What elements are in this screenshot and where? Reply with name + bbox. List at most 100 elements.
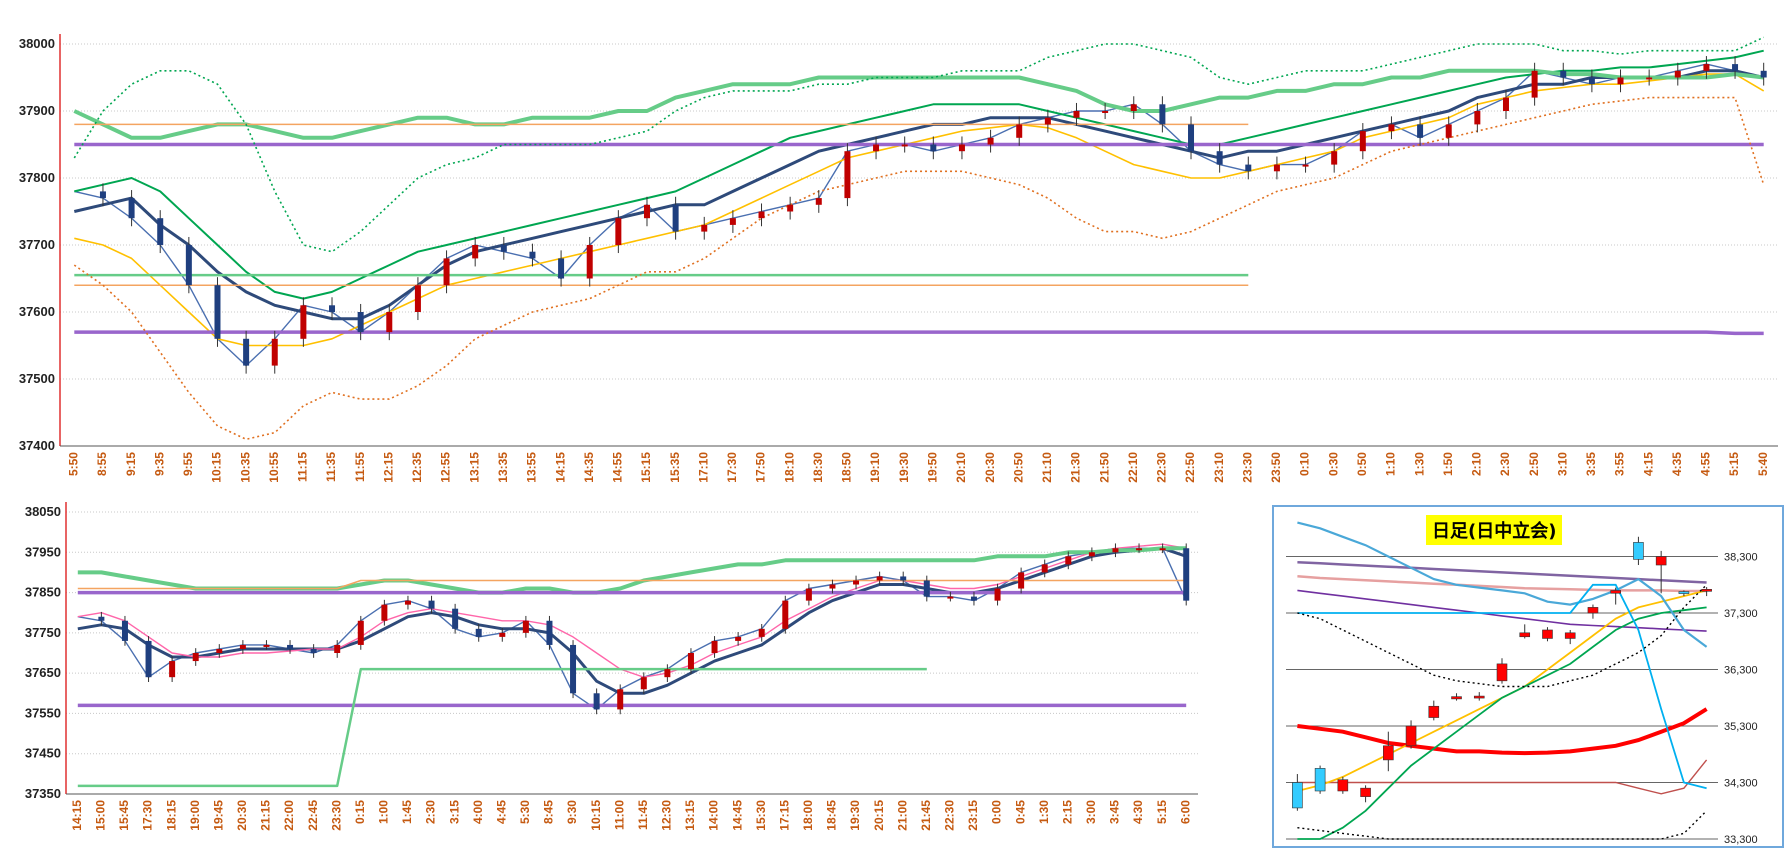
p1-candle xyxy=(958,144,965,152)
p1-x-tick-label: 21:50 xyxy=(1097,452,1111,483)
p1-candle xyxy=(329,305,336,312)
p2-x-tick-label: 4:45 xyxy=(494,800,508,824)
p2-x-tick-label: 5:15 xyxy=(1155,800,1169,824)
p1-candle xyxy=(128,198,135,219)
p1-candle xyxy=(1531,70,1538,98)
p2-candle xyxy=(1136,548,1143,551)
p1-x-tick-label: 20:30 xyxy=(983,452,997,483)
p2-x-tick-label: 1:45 xyxy=(400,800,414,824)
p3-candle xyxy=(1314,768,1326,792)
p1-candle xyxy=(1445,124,1452,138)
p2-candle xyxy=(664,669,671,678)
p1-candle xyxy=(1646,77,1653,80)
p2-x-tick-label: 20:30 xyxy=(235,800,249,831)
p2-candle xyxy=(1088,552,1095,557)
p1-candle xyxy=(1732,64,1739,71)
p1-candle xyxy=(300,305,307,339)
p1-y-tick-label: 37800 xyxy=(19,170,55,185)
p2-x-tick-label: 1:30 xyxy=(1037,800,1051,824)
p2-candle xyxy=(357,620,364,645)
p3-candle xyxy=(1451,696,1462,700)
p2-x-tick-label: 13:15 xyxy=(683,800,697,831)
p2-x-tick-label: 9:30 xyxy=(565,800,579,824)
p2-x-tick-label: 18:45 xyxy=(825,800,839,831)
p1-x-tick-label: 2:10 xyxy=(1470,452,1484,476)
p1-x-tick-label: 10:35 xyxy=(238,452,252,483)
p2-x-tick-label: 22:45 xyxy=(306,800,320,831)
p2-level-green-step xyxy=(77,667,927,788)
p2-x-tick-label: 0:45 xyxy=(1013,800,1027,824)
p1-candle xyxy=(844,151,851,199)
p1-y-tick-label: 37600 xyxy=(19,304,55,319)
p2-candle xyxy=(475,628,482,637)
p1-y-tick-label: 37500 xyxy=(19,371,55,386)
p1-candle xyxy=(1502,97,1509,111)
p1-x-tick-label: 23:50 xyxy=(1269,452,1283,483)
p2-x-tick-label: 4:00 xyxy=(471,800,485,824)
p1-candle xyxy=(386,312,393,333)
p2-y-tick-label: 37750 xyxy=(25,625,61,640)
p1-candle xyxy=(615,218,622,245)
p1-candle xyxy=(1102,111,1109,113)
p1-candle xyxy=(357,312,364,333)
p1-candle xyxy=(1617,77,1624,85)
p1-x-tick-label: 13:55 xyxy=(525,452,539,483)
p1-candle xyxy=(987,137,994,145)
p2-x-tick-label: 17:15 xyxy=(777,800,791,831)
p3-candle xyxy=(1564,632,1576,639)
p1-x-tick-label: 4:35 xyxy=(1670,452,1684,476)
p2-x-tick-label: 2:15 xyxy=(1060,800,1074,824)
p1-candle xyxy=(1417,124,1424,138)
p2-candle xyxy=(192,653,199,662)
p1-ma-yellow-line xyxy=(74,73,1765,347)
p2-candle xyxy=(853,580,860,585)
p2-y-tick-label: 37650 xyxy=(25,665,61,680)
p1-x-tick-label: 18:30 xyxy=(811,452,825,483)
p1-candle xyxy=(500,245,507,252)
p2-x-tick-label: 3:15 xyxy=(447,800,461,824)
p2-candle xyxy=(216,648,223,653)
p1-candle xyxy=(1474,111,1481,125)
p3-line-green xyxy=(1297,606,1707,840)
p2-x-tick-label: 21:45 xyxy=(919,800,933,831)
p2-candle xyxy=(169,661,176,678)
p3-candle xyxy=(1678,591,1690,594)
p1-candle xyxy=(443,258,450,286)
p1-candle xyxy=(729,218,736,225)
p3-line-pink xyxy=(1297,575,1707,593)
p3-candle xyxy=(1473,695,1485,699)
p1-y-tick-label: 37400 xyxy=(19,438,55,453)
p2-candle xyxy=(1112,548,1119,553)
p2-x-tick-label: 8:45 xyxy=(542,800,556,824)
p2-level-orange-step xyxy=(77,579,1187,590)
p1-candle xyxy=(1159,104,1166,125)
p1-candle xyxy=(214,285,221,339)
p2-y-tick-label: 38050 xyxy=(25,504,61,519)
p1-x-tick-label: 5:50 xyxy=(66,452,80,476)
p2-y-tick-label: 37950 xyxy=(25,544,61,559)
p2-ma-dark-line xyxy=(77,546,1187,695)
p1-x-tick-label: 11:55 xyxy=(353,452,367,482)
p1-candle xyxy=(586,245,593,279)
p2-candle xyxy=(1183,548,1190,601)
p2-x-tick-label: 22:00 xyxy=(282,800,296,831)
p1-candle xyxy=(701,224,708,232)
p1-x-tick-label: 2:50 xyxy=(1527,452,1541,476)
p2-candle xyxy=(900,576,907,581)
p1-x-tick-label: 17:30 xyxy=(725,452,739,483)
p2-candle xyxy=(404,600,411,605)
p2-x-tick-label: 4:30 xyxy=(1131,800,1145,824)
p1-x-tick-label: 13:15 xyxy=(467,452,481,483)
p1-candle xyxy=(1044,117,1051,125)
p2-x-tick-label: 3:45 xyxy=(1108,800,1122,824)
p3-candle xyxy=(1337,779,1349,792)
p2-y-tick-label: 37450 xyxy=(25,746,61,761)
p3-line-blue xyxy=(1297,521,1708,648)
p3-candle xyxy=(1655,556,1667,566)
p3-candle xyxy=(1292,782,1303,809)
p1-candle xyxy=(558,258,565,279)
p2-x-tick-label: 10:15 xyxy=(589,800,603,831)
p2-candle xyxy=(829,584,836,589)
p1-x-tick-label: 5:15 xyxy=(1727,452,1741,476)
p2-candle xyxy=(334,644,341,653)
